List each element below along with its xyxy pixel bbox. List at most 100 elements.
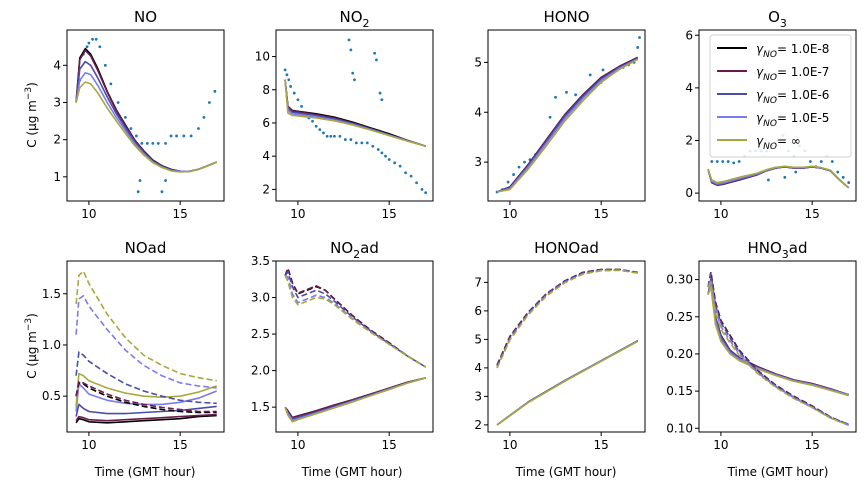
- observation-point: [94, 37, 98, 41]
- legend-value: = 1.0E-5: [777, 111, 830, 125]
- panel-3: HONO 10 15 3 4 5: [474, 8, 646, 221]
- observation-point: [638, 36, 641, 39]
- panel-frame: [66, 29, 225, 202]
- plot-area: [707, 133, 851, 189]
- observation-point: [145, 141, 149, 145]
- panel-title-sub: 2: [353, 248, 360, 261]
- y-tick-label: 8: [262, 83, 270, 97]
- model-line: [75, 60, 218, 173]
- observation-point: [207, 101, 211, 104]
- panel-frame: [487, 29, 646, 202]
- observation-point: [283, 68, 287, 72]
- plot-area: [284, 267, 427, 423]
- observation-point: [285, 73, 289, 77]
- legend-gamma: γ: [756, 42, 764, 56]
- y-tick-label: 0.15: [666, 384, 693, 398]
- observation-point: [393, 161, 397, 165]
- observation-point: [160, 190, 164, 194]
- observation-point: [103, 63, 107, 67]
- panel-title: HONO: [543, 8, 589, 26]
- observation-point: [300, 104, 303, 108]
- x-tick-label: 10: [502, 207, 517, 221]
- panel-title-main: NO: [330, 239, 353, 257]
- observation-point: [85, 45, 89, 49]
- model-line: [284, 79, 426, 147]
- observation-point: [322, 131, 325, 135]
- observation-point: [116, 101, 120, 104]
- model-line: [75, 413, 217, 422]
- observation-point: [164, 141, 167, 145]
- y-tick-label: 1.0: [42, 338, 61, 352]
- panel-4: O3 10 15 0 2 4 6: [685, 8, 857, 221]
- observation-point: [343, 138, 347, 141]
- y-tick-label: 6: [474, 304, 482, 318]
- observation-point: [415, 181, 418, 185]
- panel-title-main: NO: [339, 8, 362, 26]
- y-axis-label-top: C (μg m−3): [24, 82, 39, 148]
- observation-point: [794, 170, 798, 174]
- observation-point: [354, 141, 358, 145]
- y-tick-label: 0.25: [666, 310, 693, 324]
- observation-point: [365, 141, 369, 145]
- observation-point: [554, 95, 557, 99]
- legend-value: = 1.0E-7: [777, 65, 830, 79]
- model-line: [707, 278, 849, 396]
- observation-point: [175, 134, 178, 138]
- model-line: [496, 58, 639, 193]
- model-line-dashed: [707, 281, 849, 427]
- observation-point: [808, 160, 812, 163]
- panel-title-main: HNO: [747, 239, 781, 257]
- y-tick-label: 3.5: [251, 254, 270, 268]
- y-tick-label: 3: [474, 389, 482, 403]
- y-tick-label: 4: [685, 81, 693, 95]
- model-line: [75, 49, 218, 173]
- observation-point: [134, 134, 138, 138]
- y-tick-label: 4: [53, 58, 61, 72]
- y-tick-label: 1.5: [251, 400, 270, 414]
- observation-point: [506, 180, 510, 184]
- model-line: [707, 278, 849, 396]
- panel-title-main: NOad: [125, 239, 167, 257]
- observation-point: [138, 179, 142, 182]
- legend-subscript: NO: [763, 142, 777, 152]
- panel-title-end: ad: [360, 239, 379, 257]
- y-axis-label-bottom: C (μg m−3): [24, 313, 39, 379]
- y-tick-label: 6: [685, 28, 693, 42]
- observation-point: [349, 48, 353, 52]
- observation-point: [213, 89, 217, 93]
- legend-gamma: γ: [756, 88, 764, 102]
- panel-title-end: ad: [789, 239, 808, 257]
- observation-point: [715, 160, 719, 163]
- panel-frame: [698, 260, 857, 433]
- y-tick-label: 0.10: [666, 421, 693, 435]
- observation-point: [380, 151, 384, 155]
- observation-point: [140, 141, 144, 145]
- model-line: [707, 286, 849, 397]
- legend-value: = 1.0E-8: [777, 42, 830, 56]
- model-line-dashed: [75, 351, 217, 405]
- y-tick-label: 4: [262, 149, 270, 163]
- model-line: [284, 79, 426, 147]
- observation-point: [156, 141, 160, 145]
- panel-title: O3: [768, 8, 787, 30]
- observation-point: [726, 160, 730, 163]
- panel-title-main: NO: [134, 8, 157, 26]
- observation-point: [329, 134, 333, 138]
- model-line: [496, 340, 639, 426]
- panel-title-main: HONO: [543, 8, 589, 26]
- observation-point: [136, 190, 140, 194]
- observation-point: [384, 154, 387, 158]
- observation-point: [588, 73, 592, 77]
- observation-point: [836, 170, 840, 174]
- x-tick-label: 10: [290, 438, 305, 452]
- x-tick-label: 15: [173, 438, 188, 452]
- y-tick-label: 7: [474, 275, 482, 289]
- x-tick-label: 15: [382, 207, 397, 221]
- model-line: [496, 56, 639, 193]
- y-tick-label: 1: [53, 170, 61, 184]
- x-tick-label: 10: [290, 207, 305, 221]
- plot-area: [495, 36, 641, 194]
- legend-label: γNO= 1.0E-8: [756, 42, 829, 60]
